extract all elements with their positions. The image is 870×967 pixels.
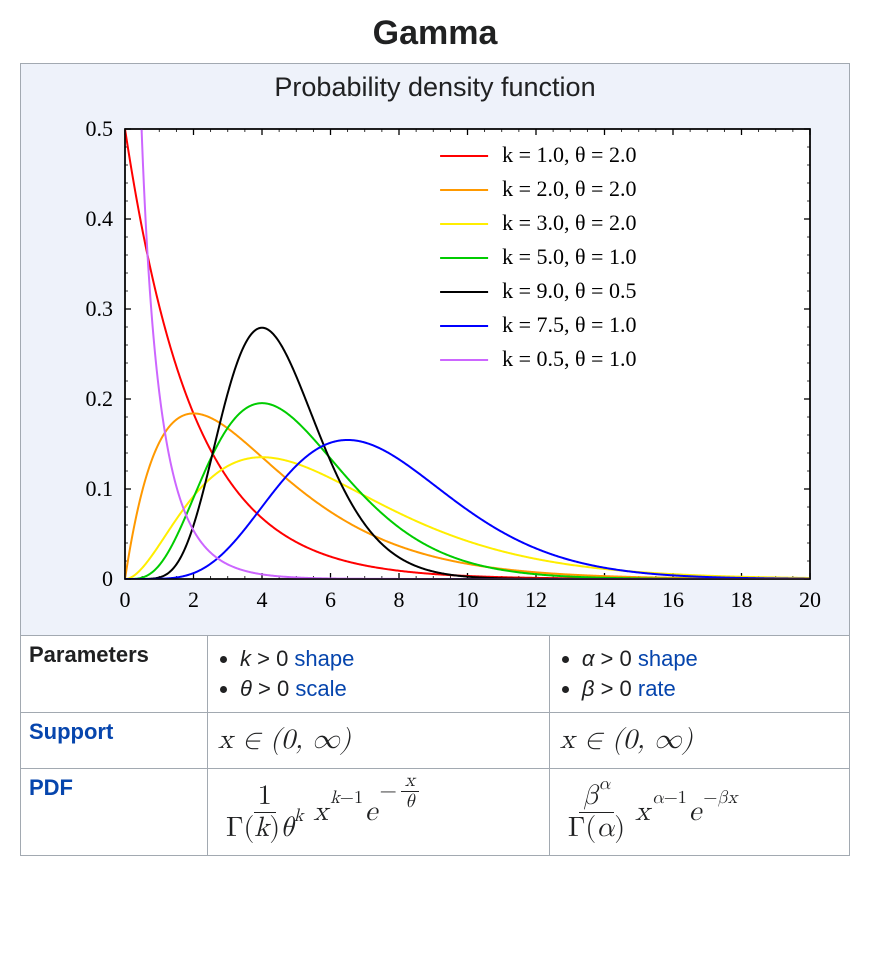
row-head-support: Support <box>21 713 208 769</box>
svg-text:0.4: 0.4 <box>86 206 114 231</box>
param-link-rate[interactable]: rate <box>638 676 676 701</box>
svg-text:k = 7.5, θ = 1.0: k = 7.5, θ = 1.0 <box>502 312 636 337</box>
pdf-col2: βα Γ(α) xα−1 e−βx <box>549 768 849 856</box>
param-symbol: k <box>240 646 251 671</box>
pdf-col1: 1 Γ(k)θk xk−1 e−xθ <box>208 768 550 856</box>
svg-text:0.3: 0.3 <box>86 296 114 321</box>
pdf-formula-1: 1 Γ(k)θk xk−1 e−xθ <box>216 775 541 850</box>
param-symbol: β <box>582 676 595 701</box>
chart-cell: Probability density function 0 2 4 6 8 10 12 14… <box>21 64 850 636</box>
param-symbol: θ <box>240 676 252 701</box>
svg-text:k = 0.5, θ = 1.0: k = 0.5, θ = 1.0 <box>502 346 636 371</box>
row-support: Support x ∈ (0, ∞) x ∈ (0, ∞) <box>21 713 850 769</box>
support-expr-2: x ∈ (0, ∞) <box>560 725 693 756</box>
svg-text:16: 16 <box>662 587 684 612</box>
svg-text:4: 4 <box>257 587 268 612</box>
svg-text:14: 14 <box>594 587 616 612</box>
svg-text:20: 20 <box>799 587 821 612</box>
svg-text:k = 5.0, θ = 1.0: k = 5.0, θ = 1.0 <box>502 244 636 269</box>
svg-text:12: 12 <box>525 587 547 612</box>
svg-text:6: 6 <box>325 587 336 612</box>
svg-text:0.1: 0.1 <box>86 476 114 501</box>
svg-text:k = 1.0, θ = 2.0: k = 1.0, θ = 2.0 <box>502 142 636 167</box>
svg-text:k = 2.0, θ = 2.0: k = 2.0, θ = 2.0 <box>502 176 636 201</box>
svg-text:k = 3.0, θ = 2.0: k = 3.0, θ = 2.0 <box>502 210 636 235</box>
svg-text:k = 9.0, θ = 0.5: k = 9.0, θ = 0.5 <box>502 278 636 303</box>
support-link[interactable]: Support <box>29 719 113 744</box>
pdf-chart: 0 2 4 6 8 10 12 14 16 18 20 0 0.1 0.2 0.3 0.4 0.5 k = 1.0… <box>40 109 830 629</box>
svg-text:0: 0 <box>120 587 131 612</box>
row-head-pdf: PDF <box>21 768 208 856</box>
support-col1: x ∈ (0, ∞) <box>208 713 550 769</box>
svg-text:2: 2 <box>188 587 199 612</box>
svg-text:18: 18 <box>731 587 753 612</box>
pdf-formula-2: βα Γ(α) xα−1 e−βx <box>558 775 841 850</box>
svg-text:0: 0 <box>102 566 113 591</box>
svg-text:8: 8 <box>394 587 405 612</box>
param-item: k > 0 shape <box>240 646 541 672</box>
infobox-table: Probability density function 0 2 4 6 8 10 12 14… <box>20 63 850 856</box>
support-col2: x ∈ (0, ∞) <box>549 713 849 769</box>
chart-caption: Probability density function <box>29 72 841 103</box>
pdf-link[interactable]: PDF <box>29 775 73 800</box>
param-link-scale[interactable]: scale <box>295 676 346 701</box>
support-expr-1: x ∈ (0, ∞) <box>218 725 351 756</box>
svg-text:0.5: 0.5 <box>86 116 114 141</box>
param-item: β > 0 rate <box>582 676 841 702</box>
row-pdf: PDF 1 Γ(k)θk xk−1 e−xθ βα Γ(α) <box>21 768 850 856</box>
row-head-parameters: Parameters <box>21 636 208 713</box>
param-link-shape[interactable]: shape <box>638 646 698 671</box>
row-parameters: Parameters k > 0 shape θ > 0 scale α > 0 … <box>21 636 850 713</box>
parameters-col1: k > 0 shape θ > 0 scale <box>208 636 550 713</box>
param-item: α > 0 shape <box>582 646 841 672</box>
infobox-title: Gamma <box>20 14 850 53</box>
param-item: θ > 0 scale <box>240 676 541 702</box>
param-link-shape[interactable]: shape <box>294 646 354 671</box>
parameters-col2: α > 0 shape β > 0 rate <box>549 636 849 713</box>
svg-text:0.2: 0.2 <box>86 386 114 411</box>
svg-text:10: 10 <box>457 587 479 612</box>
param-symbol: α <box>582 646 595 671</box>
